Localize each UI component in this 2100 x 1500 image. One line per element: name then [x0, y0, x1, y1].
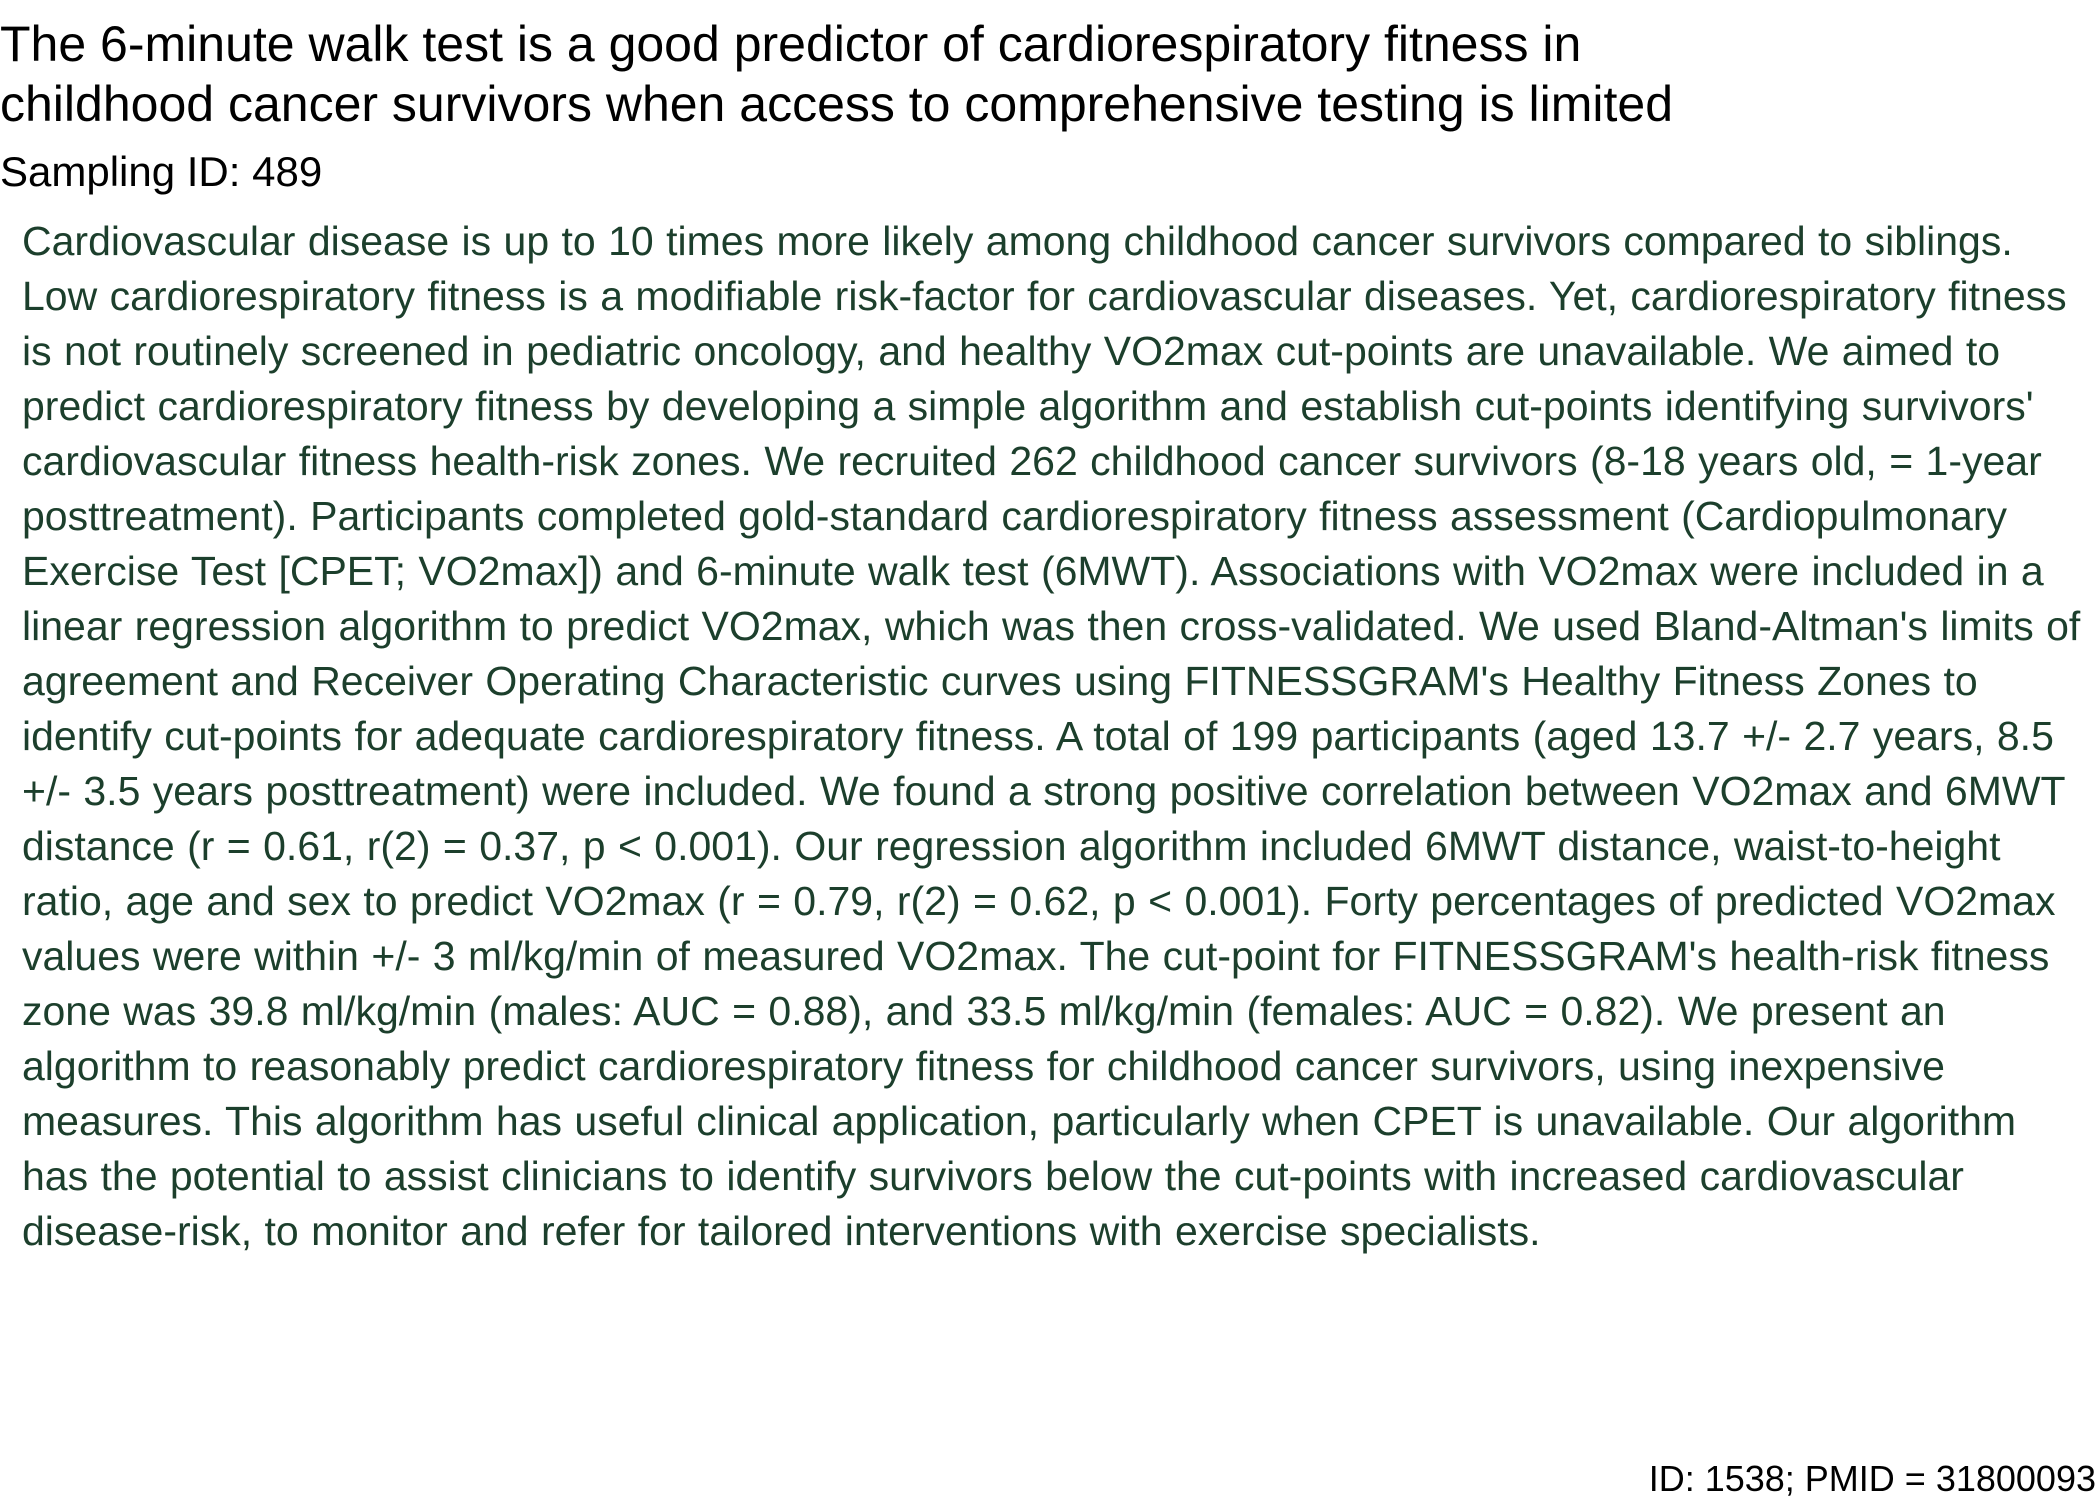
article-title-line-1: The 6-minute walk test is a good predict…	[0, 16, 1582, 72]
abstract-text: Cardiovascular disease is up to 10 times…	[22, 218, 2081, 1254]
footer-id: ID: 1538; PMID = 31800093	[1648, 1458, 2096, 1499]
sampling-id: Sampling ID: 489	[0, 148, 323, 195]
article-title-line-2: childhood cancer survivors when access t…	[0, 76, 1673, 132]
article-title: The 6-minute walk test is a good predict…	[0, 14, 2000, 134]
